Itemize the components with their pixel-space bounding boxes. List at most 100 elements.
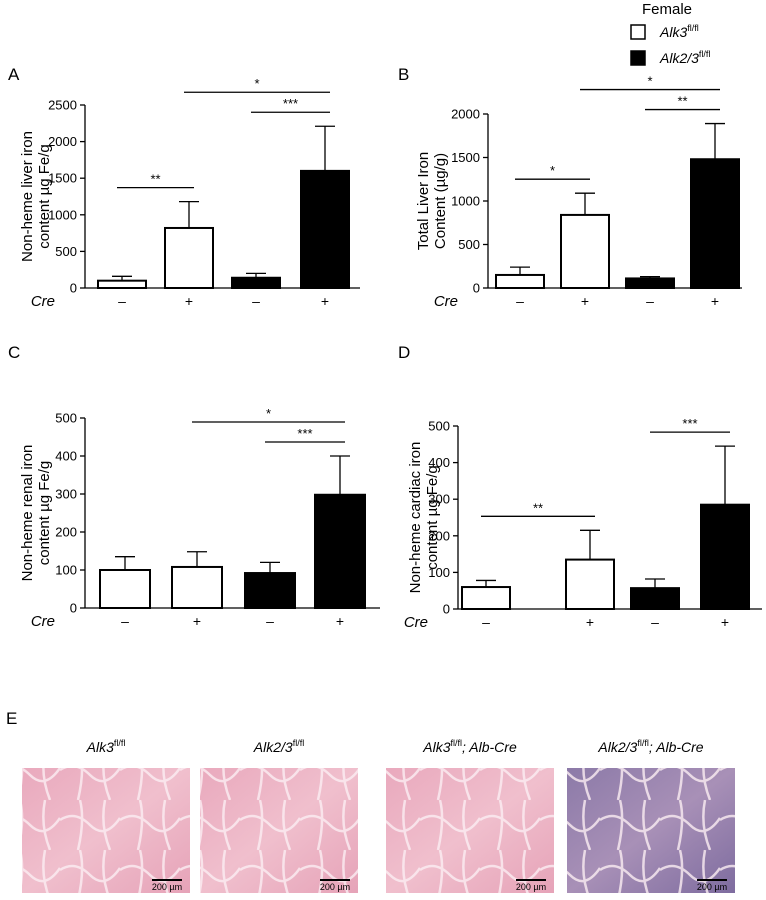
bar bbox=[99, 569, 151, 609]
bar bbox=[495, 273, 545, 290]
image-caption: Alk3fl/fl; Alb-Cre bbox=[422, 738, 517, 755]
x-tick-label: + bbox=[711, 293, 719, 309]
significance-label: ** bbox=[533, 500, 543, 515]
y-tick-label: 300 bbox=[55, 487, 77, 502]
x-axis-label: Cre bbox=[31, 293, 55, 310]
x-tick-label: + bbox=[581, 293, 589, 309]
caption-suffix: ; Alb-Cre bbox=[649, 739, 704, 755]
caption-sup: fl/fl bbox=[293, 738, 305, 748]
y-axis-label: Non-heme liver iron bbox=[19, 131, 36, 262]
bar bbox=[231, 276, 281, 290]
histology-texture bbox=[386, 768, 554, 893]
significance-label: *** bbox=[283, 96, 298, 111]
caption-main: Alk3 bbox=[86, 739, 114, 755]
bar bbox=[97, 279, 147, 289]
y-tick-label: 0 bbox=[473, 281, 480, 296]
scale-bar-label: 200 µm bbox=[697, 882, 727, 892]
y-tick-label: 0 bbox=[70, 601, 77, 616]
y-tick-label: 300 bbox=[428, 492, 450, 507]
significance-label: ** bbox=[677, 94, 687, 109]
y-tick-label: 500 bbox=[55, 244, 77, 259]
caption-sup: fl/fl bbox=[451, 738, 463, 748]
bar bbox=[300, 169, 350, 290]
image-caption: Alk3fl/fl bbox=[86, 738, 126, 755]
y-tick-label: 1500 bbox=[48, 171, 77, 186]
histology-texture bbox=[22, 768, 190, 893]
y-tick-label: 1000 bbox=[451, 194, 480, 209]
x-tick-label: + bbox=[193, 613, 201, 629]
significance-label: * bbox=[266, 406, 271, 421]
panel-letter: D bbox=[398, 343, 410, 362]
y-tick-label: 1500 bbox=[451, 150, 480, 165]
y-tick-label: 400 bbox=[55, 449, 77, 464]
y-tick-label: 2500 bbox=[48, 98, 77, 113]
x-tick-label: – bbox=[121, 613, 129, 629]
bar bbox=[565, 558, 615, 611]
x-tick-label: – bbox=[651, 614, 659, 630]
legend-label-main: Alk3 bbox=[659, 24, 687, 40]
x-tick-label: + bbox=[586, 614, 594, 630]
image-caption: Alk2/3fl/fl; Alb-Cre bbox=[597, 738, 703, 755]
bar bbox=[630, 587, 680, 610]
y-axis-label: Content (µg/g) bbox=[432, 153, 449, 249]
caption-main: Alk2/3 bbox=[253, 739, 293, 755]
y-tick-label: 500 bbox=[428, 419, 450, 434]
significance-label: * bbox=[550, 163, 555, 178]
histology-texture bbox=[200, 768, 358, 893]
legend-swatch bbox=[630, 50, 646, 66]
legend-label-sup: fl/fl bbox=[699, 49, 711, 59]
caption-main: Alk2/3 bbox=[597, 739, 637, 755]
significance-label: ** bbox=[150, 172, 160, 187]
x-tick-label: – bbox=[482, 614, 490, 630]
x-axis-label: Cre bbox=[31, 613, 55, 630]
panel-letter: A bbox=[8, 65, 20, 84]
legend-title: Female bbox=[642, 1, 692, 18]
significance-label: * bbox=[647, 74, 652, 89]
caption-sup: fl/fl bbox=[114, 738, 126, 748]
y-axis-label: Non-heme cardiac iron bbox=[407, 442, 424, 594]
y-axis-label: Total Liver Iron bbox=[415, 152, 432, 250]
scale-bar-label: 200 µm bbox=[516, 882, 546, 892]
y-tick-label: 2000 bbox=[451, 107, 480, 122]
x-tick-label: – bbox=[646, 293, 654, 309]
panel-letter: E bbox=[6, 709, 17, 728]
x-tick-label: + bbox=[321, 293, 329, 309]
image-caption: Alk2/3fl/fl bbox=[253, 738, 304, 755]
x-tick-label: + bbox=[336, 613, 344, 629]
scale-bar-label: 200 µm bbox=[320, 882, 350, 892]
y-tick-label: 400 bbox=[428, 455, 450, 470]
x-tick-label: + bbox=[185, 293, 193, 309]
y-tick-label: 100 bbox=[428, 565, 450, 580]
y-tick-label: 500 bbox=[458, 237, 480, 252]
y-tick-label: 0 bbox=[70, 281, 77, 296]
y-tick-label: 200 bbox=[55, 525, 77, 540]
legend-label-sup: fl/fl bbox=[687, 23, 699, 33]
bar bbox=[560, 213, 610, 289]
panel-letter: B bbox=[398, 65, 409, 84]
bar bbox=[244, 572, 296, 609]
y-tick-label: 200 bbox=[428, 528, 450, 543]
x-tick-label: – bbox=[516, 293, 524, 309]
scale-bar-label: 200 µm bbox=[152, 882, 182, 892]
bar bbox=[461, 586, 511, 610]
y-axis-label: content µg Fe/g bbox=[36, 144, 53, 249]
bar bbox=[700, 503, 750, 610]
bar bbox=[171, 565, 223, 610]
y-tick-label: 100 bbox=[55, 563, 77, 578]
significance-label: *** bbox=[682, 416, 697, 431]
y-axis-label: content µg Fe/g bbox=[424, 465, 441, 570]
caption-main: Alk3 bbox=[422, 739, 450, 755]
histology-texture bbox=[567, 768, 735, 893]
x-axis-label: Cre bbox=[434, 293, 458, 310]
x-tick-label: – bbox=[252, 293, 260, 309]
bar bbox=[164, 226, 214, 289]
bar bbox=[690, 158, 740, 289]
legend-swatch bbox=[630, 24, 646, 40]
y-tick-label: 2000 bbox=[48, 134, 77, 149]
x-tick-label: – bbox=[266, 613, 274, 629]
legend-label: Alk2/3fl/fl bbox=[659, 49, 710, 66]
x-tick-label: – bbox=[118, 293, 126, 309]
legend-label-main: Alk2/3 bbox=[659, 50, 699, 66]
x-axis-label: Cre bbox=[404, 614, 428, 631]
